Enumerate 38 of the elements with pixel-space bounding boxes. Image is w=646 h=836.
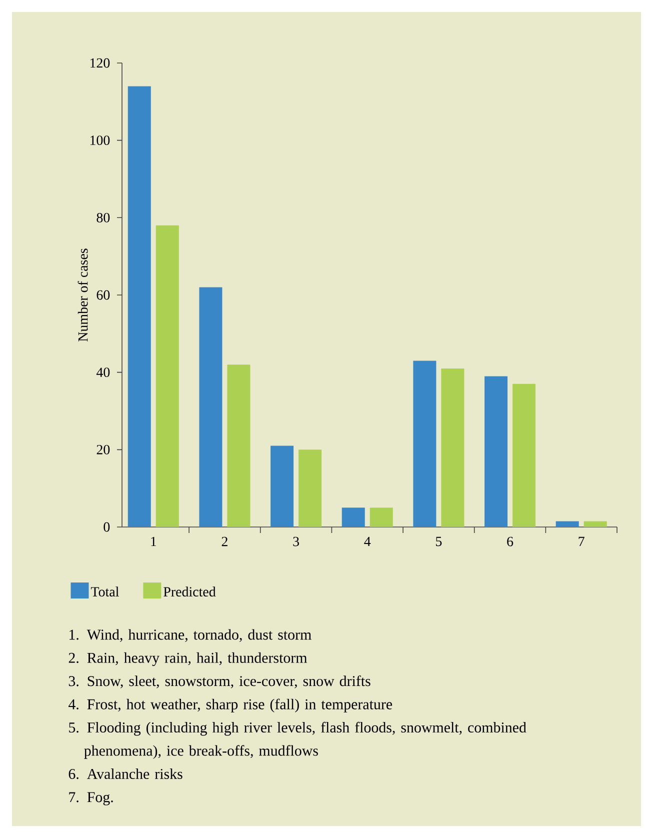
text: 3. Snow, sleet, snowstorm, ice-cover, snow drifts [68, 675, 370, 688]
bar [584, 521, 607, 527]
bar [370, 508, 393, 527]
y-tick-label: 120 [90, 58, 110, 68]
text: 7. Fog. [69, 792, 113, 806]
y-tick-label: 100 [90, 136, 110, 146]
bar [441, 368, 464, 527]
bar [156, 225, 179, 527]
x-tick-label: 1 [151, 536, 156, 546]
x-tick-label: 5 [436, 536, 442, 546]
x-tick-label: 7 [578, 536, 584, 546]
text: 2. Rain, heavy rain, hail, thunderstorm [68, 652, 308, 666]
bar [199, 287, 222, 527]
bar [342, 508, 365, 527]
bar [484, 376, 508, 527]
bar [298, 450, 322, 527]
bar [512, 384, 536, 527]
bar [227, 364, 250, 527]
y-tick-label: 20 [96, 444, 110, 454]
legend-label: Total [90, 586, 119, 596]
text: 4. Frost, hot weather, sharp rise (fall) in temperature [68, 698, 392, 712]
bar [128, 86, 151, 527]
y-tick-label: 80 [96, 212, 110, 222]
y-axis-title: Number of cases [78, 248, 88, 342]
text: 6. Avalanche risks [68, 768, 182, 780]
y-tick-label: 40 [96, 368, 110, 378]
x-tick-label: 3 [293, 536, 299, 546]
text: 1. Wind, hurricane, tornado, dust storm [70, 629, 312, 642]
bar [413, 360, 436, 527]
x-tick-label: 4 [364, 536, 371, 546]
legend-label: Predicted [164, 586, 216, 596]
x-tick-label: 6 [507, 536, 514, 546]
y-tick-label: 60 [96, 290, 110, 300]
y-tick-label: 0 [104, 522, 110, 532]
text: 5. Flooding (including high river levels, flash floods, snowmelt, combined phenomena), ice break-offs, mudflows [69, 722, 526, 759]
bar [556, 521, 579, 527]
bar [270, 446, 294, 527]
x-tick-label: 2 [222, 536, 228, 546]
